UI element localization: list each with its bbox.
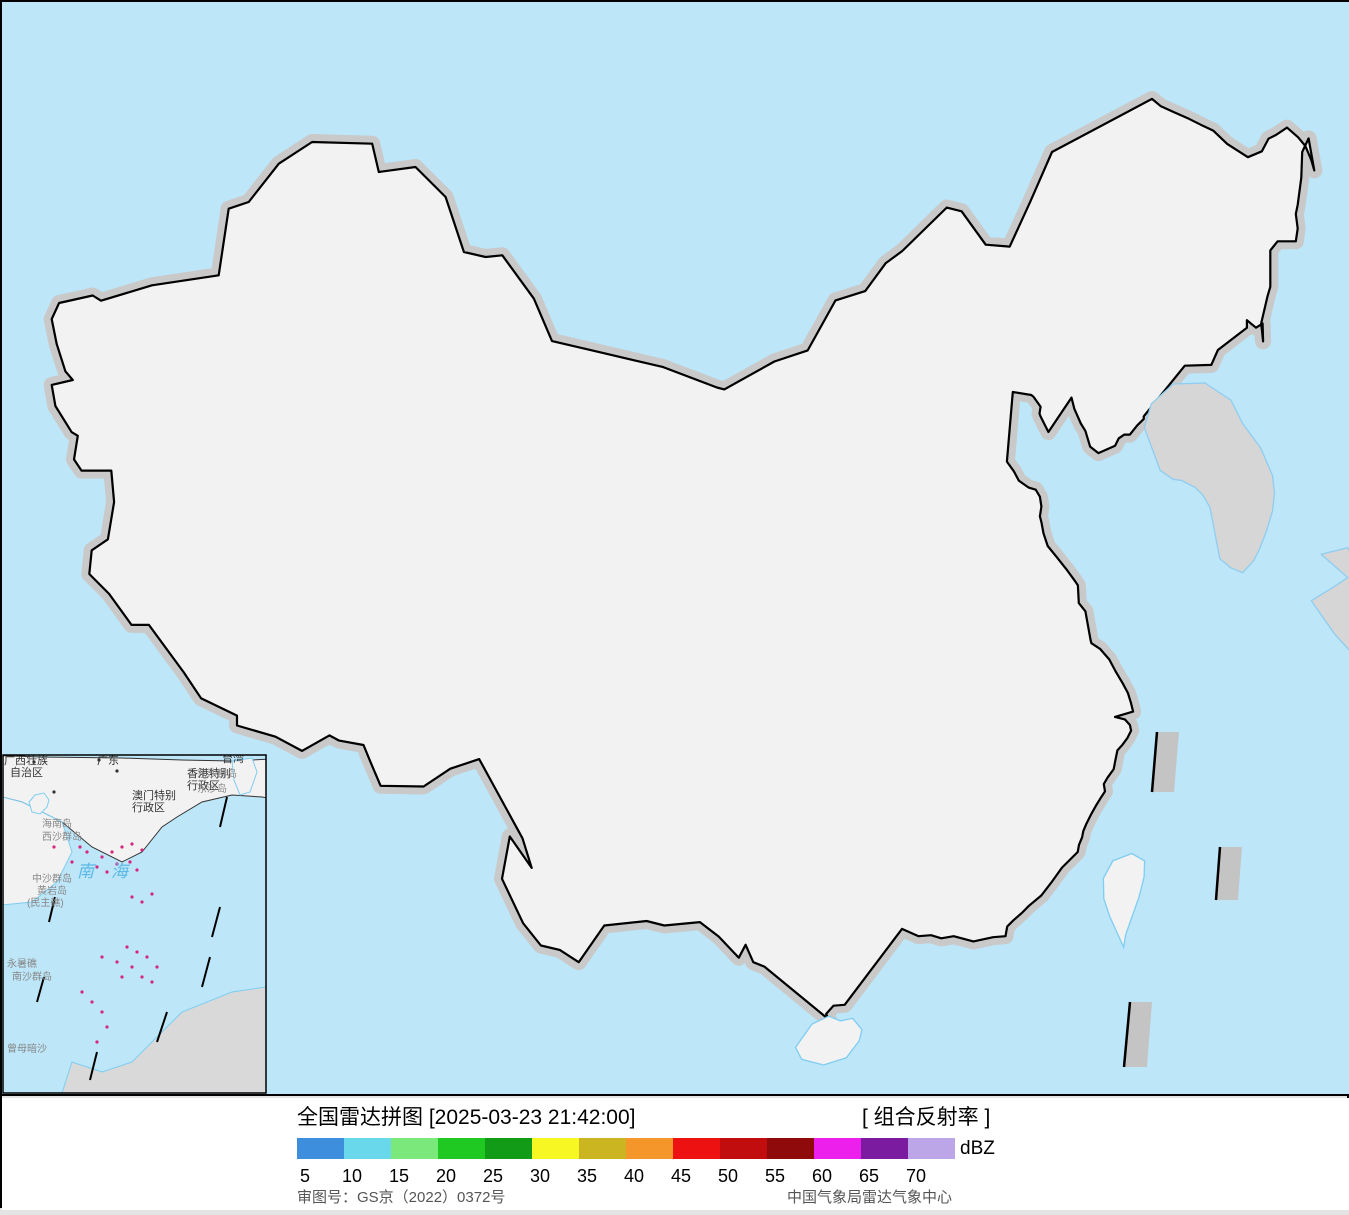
svg-text:45: 45 [671, 1166, 691, 1186]
svg-text:[ 组合反射率 ]: [ 组合反射率 ] [862, 1106, 990, 1129]
svg-text:东沙岛: 东沙岛 [197, 782, 227, 795]
svg-text:中沙群岛: 中沙群岛 [32, 872, 72, 885]
svg-text:5: 5 [300, 1166, 310, 1186]
svg-text:南沙群岛: 南沙群岛 [12, 970, 52, 983]
svg-text:中国气象局雷达气象中心: 中国气象局雷达气象中心 [787, 1189, 952, 1206]
svg-text:65: 65 [859, 1166, 879, 1186]
svg-text:30: 30 [530, 1166, 550, 1186]
svg-text:20: 20 [436, 1166, 456, 1186]
svg-text:25: 25 [483, 1166, 503, 1186]
svg-text:35: 35 [577, 1166, 597, 1186]
svg-text:曾母暗沙: 曾母暗沙 [7, 1042, 47, 1055]
svg-text:黄岩岛: 黄岩岛 [37, 884, 67, 897]
svg-text:dBZ: dBZ [960, 1138, 995, 1159]
svg-text:60: 60 [812, 1166, 832, 1186]
svg-text:海南岛: 海南岛 [42, 817, 72, 830]
svg-text:南 海: 南 海 [77, 862, 131, 881]
svg-text:澳门特别: 澳门特别 [132, 788, 176, 802]
svg-text:行政区: 行政区 [132, 800, 165, 814]
svg-text:(民主礁): (民主礁) [27, 896, 64, 909]
svg-text:55: 55 [765, 1166, 785, 1186]
svg-text:东沙群岛: 东沙群岛 [197, 767, 237, 780]
svg-text:自治区: 自治区 [10, 765, 43, 779]
svg-text:永暑礁: 永暑礁 [7, 957, 37, 970]
svg-text:全国雷达拼图 [2025-03-23 21:42:00]: 全国雷达拼图 [2025-03-23 21:42:00] [297, 1106, 636, 1129]
svg-text:审图号：GS京（2022）0372号: 审图号：GS京（2022）0372号 [297, 1189, 505, 1206]
svg-text:40: 40 [624, 1166, 644, 1186]
svg-text:15: 15 [389, 1166, 409, 1186]
svg-text:50: 50 [718, 1166, 738, 1186]
svg-text:西沙群岛: 西沙群岛 [42, 830, 82, 843]
svg-text:70: 70 [906, 1166, 926, 1186]
svg-text:10: 10 [342, 1166, 362, 1186]
